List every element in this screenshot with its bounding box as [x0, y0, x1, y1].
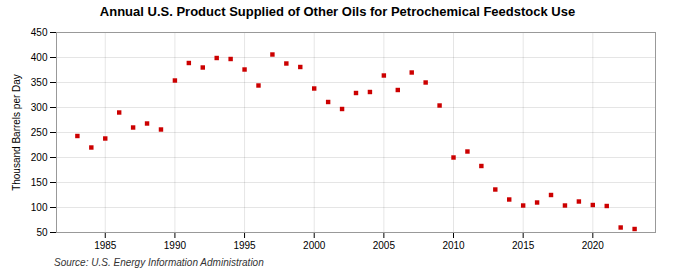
svg-text:200: 200 — [31, 152, 48, 163]
svg-text:1995: 1995 — [233, 240, 256, 251]
svg-text:1985: 1985 — [94, 240, 117, 251]
svg-text:50: 50 — [36, 227, 48, 238]
svg-text:400: 400 — [31, 52, 48, 63]
svg-text:2005: 2005 — [373, 240, 396, 251]
svg-text:2015: 2015 — [512, 240, 535, 251]
svg-text:1990: 1990 — [164, 240, 187, 251]
html-text:Source: U.S. Energy Informatio: Source: U.S. Energy Information Administ… — [54, 257, 264, 268]
svg-text:2010: 2010 — [442, 240, 465, 251]
svg-text:300: 300 — [31, 102, 48, 113]
svg-text:2000: 2000 — [303, 240, 326, 251]
svg-text:350: 350 — [31, 77, 48, 88]
svg-text:450: 450 — [31, 27, 48, 38]
svg-text:Thousand Barrels per Day: Thousand Barrels per Day — [11, 74, 22, 191]
svg-text:100: 100 — [31, 202, 48, 213]
svg-text:250: 250 — [31, 127, 48, 138]
html-text:Annual U.S. Product Supplied o: Annual U.S. Product Supplied of Other Oi… — [99, 4, 576, 19]
svg-text:2020: 2020 — [582, 240, 605, 251]
svg-text:150: 150 — [31, 177, 48, 188]
